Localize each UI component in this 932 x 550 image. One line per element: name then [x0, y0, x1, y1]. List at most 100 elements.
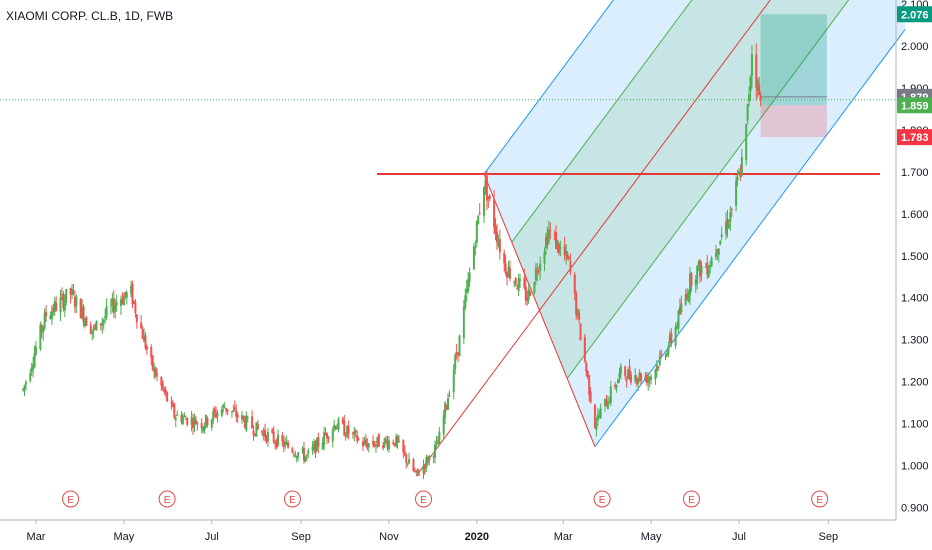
y-tick-label: 1.300	[901, 335, 929, 347]
earnings-marker-label: E	[599, 495, 606, 506]
candle-body	[605, 400, 608, 407]
earnings-marker-label: E	[289, 495, 296, 506]
candle-body	[115, 302, 118, 306]
candle-body	[423, 465, 426, 470]
candle-body	[170, 401, 173, 403]
candle-body	[183, 415, 186, 417]
candle-body	[235, 411, 238, 417]
candle-body	[755, 54, 758, 88]
pitchfork-upper-line	[483, 0, 615, 175]
y-tick-label: 1.600	[901, 209, 929, 221]
candle-body	[274, 442, 277, 444]
pitchfork-handle-line	[483, 173, 596, 447]
candle-body	[236, 414, 239, 418]
candle-body	[549, 230, 552, 232]
x-tick-label: May	[113, 531, 134, 543]
candle-body	[403, 451, 406, 455]
candle-body	[243, 419, 246, 428]
candle-body	[697, 261, 700, 266]
candle-body	[181, 417, 184, 424]
candle-body	[635, 378, 638, 383]
y-tick-label: 1.500	[901, 251, 929, 263]
candle-body	[387, 440, 390, 450]
earnings-marker[interactable]	[593, 490, 611, 508]
candle-body	[588, 375, 591, 395]
candle-body	[758, 84, 761, 95]
candle-body	[105, 306, 108, 317]
candle-body	[640, 373, 643, 381]
candle-body	[448, 395, 451, 397]
candle-body	[750, 54, 753, 76]
candle-body	[637, 379, 640, 385]
candle-body	[629, 374, 632, 383]
candle-body	[49, 315, 52, 320]
candle-body	[206, 417, 209, 426]
price-tag-entry-label: 1.859	[901, 100, 929, 112]
candle-body	[125, 292, 128, 298]
candle-body	[576, 310, 579, 317]
earnings-marker-label: E	[67, 495, 74, 506]
candle-body	[314, 440, 317, 454]
candle-body	[226, 409, 229, 412]
candle-body	[727, 223, 730, 229]
candle-body	[465, 288, 468, 293]
candle-body	[709, 265, 712, 269]
candle-body	[150, 347, 153, 358]
candle-body	[426, 457, 429, 463]
candle-body	[341, 418, 344, 424]
candle-body	[565, 251, 568, 256]
candle-body	[385, 439, 388, 441]
candle-body	[35, 346, 38, 354]
earnings-marker[interactable]	[62, 490, 80, 508]
candle-body	[144, 335, 147, 349]
position-stop-zone[interactable]	[760, 105, 827, 138]
candle-body	[668, 334, 671, 343]
candle-body	[585, 363, 588, 372]
pitchfork-median-line	[415, 0, 771, 477]
candle-body	[200, 423, 203, 429]
candle-body	[33, 353, 36, 367]
candle-body	[367, 443, 370, 448]
candle-body	[396, 436, 399, 443]
earnings-marker[interactable]	[415, 490, 433, 508]
candle-body	[553, 233, 556, 235]
candle-body	[255, 422, 258, 437]
earnings-marker[interactable]	[682, 490, 700, 508]
candle-body	[477, 215, 480, 225]
candle-body	[301, 448, 304, 451]
candle-body	[230, 411, 233, 413]
candle-body	[192, 419, 195, 428]
candle-body	[262, 432, 265, 436]
candle-body	[478, 212, 481, 214]
candle-body	[615, 384, 618, 388]
x-tick-label: Jul	[205, 531, 219, 543]
candle-body	[583, 336, 586, 362]
candle-body	[282, 440, 285, 448]
candle-body	[39, 325, 42, 350]
candle-body	[266, 432, 269, 442]
candle-body	[104, 316, 107, 319]
earnings-marker[interactable]	[811, 490, 829, 508]
position-target-zone[interactable]	[760, 14, 827, 106]
candle-body	[284, 441, 287, 446]
candle-body	[271, 429, 274, 433]
earnings-marker[interactable]	[158, 490, 176, 508]
candle-body	[508, 268, 511, 279]
pitchfork-lower-quarter-line	[566, 0, 850, 379]
candle-body	[488, 195, 491, 199]
earnings-marker-label: E	[816, 495, 823, 506]
candle-body	[595, 423, 598, 430]
candle-body	[386, 441, 389, 448]
candle-body	[474, 246, 477, 248]
candle-body	[434, 444, 437, 458]
candle-body	[30, 367, 33, 372]
candle-body	[475, 221, 478, 243]
candle-body	[413, 470, 416, 472]
candle-body	[265, 435, 268, 442]
candle-body	[171, 402, 174, 407]
earnings-marker[interactable]	[283, 490, 301, 508]
price-tag-stop-label: 1.783	[901, 132, 929, 144]
candle-body	[676, 325, 679, 328]
